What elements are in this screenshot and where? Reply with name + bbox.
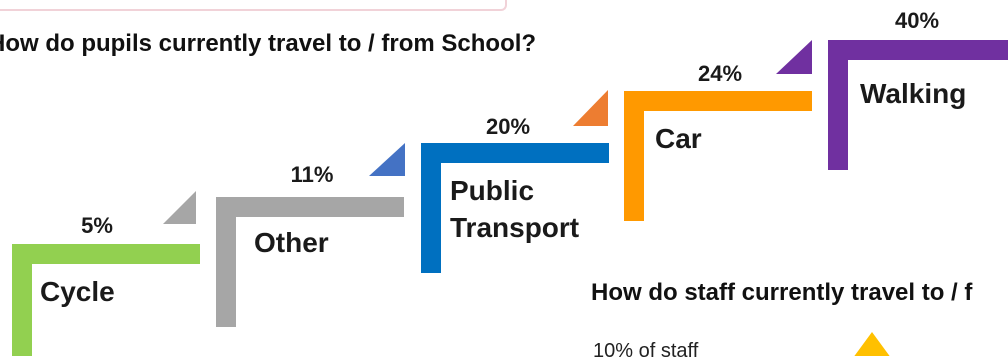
chart-title: How do pupils currently travel to / from… xyxy=(0,30,537,57)
value-label-public-transport: 20% xyxy=(486,114,530,139)
step-walking xyxy=(828,40,1008,170)
value-label-cycle: 5% xyxy=(81,213,113,238)
value-label-walking: 40% xyxy=(895,8,939,33)
category-label-walking: Walking xyxy=(860,78,966,109)
category-label-car: Car xyxy=(655,123,702,154)
category-label-other: Other xyxy=(254,227,329,258)
step-arrow-3 xyxy=(573,90,608,126)
step-arrow-1 xyxy=(163,191,196,224)
step-other xyxy=(216,197,404,327)
step-arrow-2 xyxy=(369,143,405,176)
step-arrow-4 xyxy=(776,40,812,74)
staff-question-title: How do staff currently travel to / f xyxy=(591,279,973,306)
value-label-car: 24% xyxy=(698,61,742,86)
top-banner-edge xyxy=(0,0,507,11)
category-label-public-transport: Public Transport xyxy=(450,175,579,243)
staff-arrow-icon xyxy=(854,332,890,356)
step-cycle xyxy=(12,244,200,356)
step-car xyxy=(624,91,812,221)
staff-note-text: 10% of staff xyxy=(593,340,699,362)
step-public-transport xyxy=(421,143,609,273)
category-label-cycle: Cycle xyxy=(40,276,115,307)
value-label-other: 11% xyxy=(291,162,334,187)
